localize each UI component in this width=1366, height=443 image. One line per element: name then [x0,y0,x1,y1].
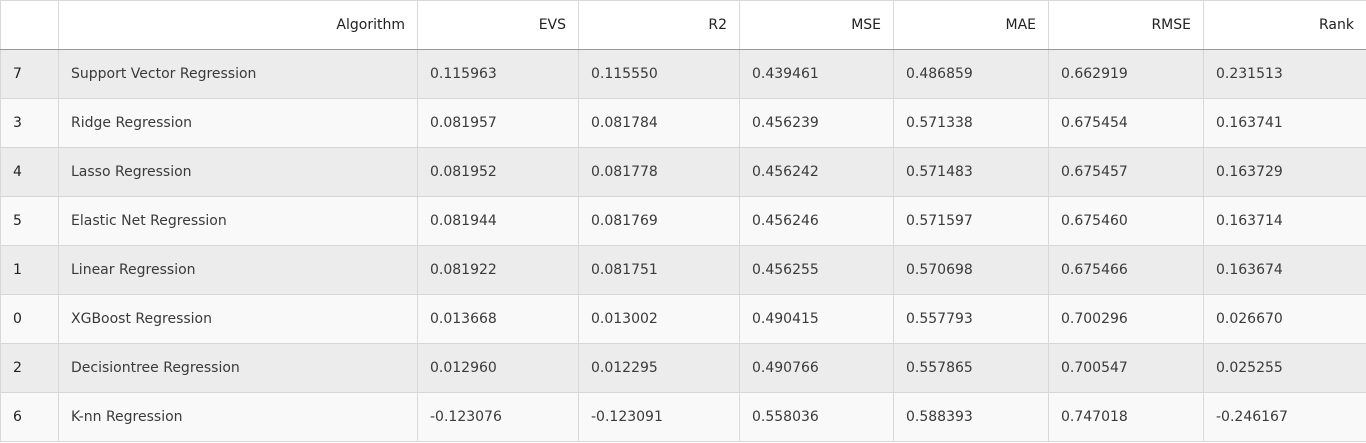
cell-algorithm: K-nn Regression [58,392,418,442]
cell-evs: 0.081944 [417,196,579,246]
table-row: 0 XGBoost Regression 0.013668 0.013002 0… [0,294,1366,344]
table-row: 5 Elastic Net Regression 0.081944 0.0817… [0,196,1366,246]
table-row: 1 Linear Regression 0.081922 0.081751 0.… [0,245,1366,295]
header-mse: MSE [739,0,894,50]
cell-mae: 0.571597 [893,196,1049,246]
cell-algorithm: Support Vector Regression [58,49,418,99]
cell-rank: 0.163714 [1203,196,1366,246]
row-index: 2 [0,343,59,393]
cell-evs: 0.081957 [417,98,579,148]
cell-r2: 0.081751 [578,245,740,295]
table-row: 3 Ridge Regression 0.081957 0.081784 0.4… [0,98,1366,148]
row-index: 4 [0,147,59,197]
cell-mse: 0.456255 [739,245,894,295]
cell-evs: 0.013668 [417,294,579,344]
table-row: 7 Support Vector Regression 0.115963 0.1… [0,49,1366,99]
cell-rmse: 0.675460 [1048,196,1204,246]
cell-algorithm: Ridge Regression [58,98,418,148]
cell-r2: -0.123091 [578,392,740,442]
cell-evs: 0.012960 [417,343,579,393]
table-row: 4 Lasso Regression 0.081952 0.081778 0.4… [0,147,1366,197]
row-index: 0 [0,294,59,344]
cell-rmse: 0.700296 [1048,294,1204,344]
header-algorithm: Algorithm [58,0,418,50]
cell-mse: 0.456246 [739,196,894,246]
cell-r2: 0.081769 [578,196,740,246]
cell-rmse: 0.675454 [1048,98,1204,148]
cell-rank: 0.163741 [1203,98,1366,148]
header-evs: EVS [417,0,579,50]
cell-algorithm: XGBoost Regression [58,294,418,344]
cell-mae: 0.570698 [893,245,1049,295]
table-row: 2 Decisiontree Regression 0.012960 0.012… [0,343,1366,393]
header-mae: MAE [893,0,1049,50]
header-rank: Rank [1203,0,1366,50]
cell-rmse: 0.747018 [1048,392,1204,442]
table-body: 7 Support Vector Regression 0.115963 0.1… [0,49,1366,442]
cell-algorithm: Lasso Regression [58,147,418,197]
row-index: 1 [0,245,59,295]
header-r2: R2 [578,0,740,50]
cell-rank: 0.231513 [1203,49,1366,99]
cell-r2: 0.012295 [578,343,740,393]
row-index: 6 [0,392,59,442]
cell-rmse: 0.700547 [1048,343,1204,393]
cell-rank: -0.246167 [1203,392,1366,442]
cell-mae: 0.571483 [893,147,1049,197]
cell-rank: 0.025255 [1203,343,1366,393]
row-index: 3 [0,98,59,148]
cell-evs: -0.123076 [417,392,579,442]
cell-mae: 0.557793 [893,294,1049,344]
cell-evs: 0.081922 [417,245,579,295]
cell-algorithm: Elastic Net Regression [58,196,418,246]
cell-r2: 0.013002 [578,294,740,344]
cell-rank: 0.026670 [1203,294,1366,344]
cell-rmse: 0.675466 [1048,245,1204,295]
table-row: 6 K-nn Regression -0.123076 -0.123091 0.… [0,392,1366,442]
cell-mse: 0.558036 [739,392,894,442]
cell-mae: 0.571338 [893,98,1049,148]
cell-rmse: 0.675457 [1048,147,1204,197]
table-header: Algorithm EVS R2 MSE MAE RMSE Rank [0,0,1366,50]
cell-mse: 0.490415 [739,294,894,344]
cell-rank: 0.163729 [1203,147,1366,197]
row-index: 7 [0,49,59,99]
cell-evs: 0.081952 [417,147,579,197]
cell-r2: 0.115550 [578,49,740,99]
cell-mse: 0.439461 [739,49,894,99]
cell-mse: 0.490766 [739,343,894,393]
cell-algorithm: Linear Regression [58,245,418,295]
header-row: Algorithm EVS R2 MSE MAE RMSE Rank [0,0,1366,50]
header-rmse: RMSE [1048,0,1204,50]
cell-r2: 0.081784 [578,98,740,148]
cell-mae: 0.486859 [893,49,1049,99]
row-index: 5 [0,196,59,246]
cell-mae: 0.588393 [893,392,1049,442]
cell-evs: 0.115963 [417,49,579,99]
header-index [0,0,59,50]
cell-rmse: 0.662919 [1048,49,1204,99]
cell-rank: 0.163674 [1203,245,1366,295]
cell-algorithm: Decisiontree Regression [58,343,418,393]
cell-mae: 0.557865 [893,343,1049,393]
cell-mse: 0.456239 [739,98,894,148]
cell-mse: 0.456242 [739,147,894,197]
cell-r2: 0.081778 [578,147,740,197]
